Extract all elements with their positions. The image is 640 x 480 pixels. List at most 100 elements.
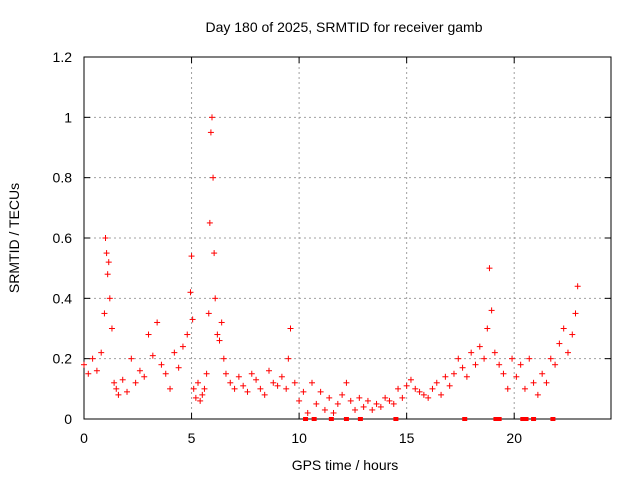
data-point	[231, 385, 238, 392]
data-point	[285, 355, 292, 362]
data-point	[206, 219, 213, 226]
data-point	[360, 403, 367, 410]
data-point	[93, 367, 100, 374]
data-point	[484, 325, 491, 332]
data-point	[488, 307, 495, 314]
data-point	[472, 361, 479, 368]
data-point	[108, 325, 115, 332]
data-point	[102, 235, 109, 241]
data-point	[386, 397, 393, 404]
data-point	[188, 253, 195, 260]
data-point	[187, 289, 194, 296]
data-point	[189, 316, 196, 323]
data-point	[481, 355, 488, 362]
data-point	[521, 385, 528, 392]
x-tick-label: 0	[80, 430, 88, 446]
data-point	[211, 250, 218, 257]
data-point	[438, 391, 445, 398]
data-point	[105, 259, 112, 266]
data-point	[184, 331, 191, 338]
data-point	[395, 385, 402, 392]
data-point	[352, 406, 359, 413]
data-point	[442, 373, 449, 380]
data-point	[101, 310, 108, 317]
x-tick-label: 15	[399, 430, 415, 446]
data-point	[560, 325, 567, 332]
data-point	[326, 394, 333, 401]
data-point	[119, 376, 126, 383]
data-point	[313, 400, 320, 407]
data-point	[103, 250, 110, 257]
data-point	[207, 129, 214, 136]
y-tick-label: 0.2	[53, 351, 73, 367]
data-point	[496, 361, 503, 368]
data-point	[412, 385, 419, 392]
data-point	[390, 400, 397, 407]
data-point	[205, 310, 212, 317]
data-point	[539, 370, 546, 377]
chart-title: Day 180 of 2025, SRMTID for receiver gam…	[205, 19, 482, 35]
y-tick-label: 0.6	[53, 230, 73, 246]
data-point	[158, 361, 165, 368]
data-point	[455, 355, 462, 362]
y-axis-label: SRMTID / TECUs	[6, 183, 22, 293]
data-point	[162, 370, 169, 377]
data-point	[218, 319, 225, 326]
data-point	[450, 370, 457, 377]
zero-value-marker	[550, 417, 556, 421]
data-point	[425, 394, 432, 401]
data-point	[369, 406, 376, 413]
data-point	[300, 388, 307, 395]
data-point	[113, 385, 120, 392]
data-point	[227, 379, 234, 386]
zero-value-marker	[520, 417, 526, 421]
data-point	[339, 391, 346, 398]
data-point	[136, 367, 143, 374]
zero-value-marker	[303, 417, 309, 421]
zero-value-marker	[523, 417, 529, 421]
data-point	[208, 114, 215, 121]
data-point	[195, 379, 202, 386]
data-point	[317, 388, 324, 395]
data-point	[240, 382, 247, 389]
data-point	[543, 379, 550, 386]
data-point	[278, 373, 285, 380]
data-point	[530, 379, 537, 386]
data-point	[382, 394, 389, 401]
data-point	[526, 355, 533, 362]
data-point	[81, 361, 87, 368]
data-point	[171, 349, 178, 356]
data-point	[513, 373, 520, 380]
data-point	[98, 349, 105, 356]
zero-value-marker	[328, 417, 334, 421]
data-point	[145, 331, 152, 338]
zero-value-marker	[462, 417, 468, 421]
data-point	[106, 295, 113, 302]
data-point	[154, 319, 161, 326]
data-point	[141, 373, 148, 380]
zero-value-marker	[531, 417, 537, 421]
data-point	[377, 403, 384, 410]
data-point	[270, 379, 277, 386]
y-tick-label: 0.8	[53, 170, 73, 186]
data-point	[433, 379, 440, 386]
zero-value-marker	[343, 417, 349, 421]
data-point	[111, 379, 118, 386]
data-point	[552, 361, 559, 368]
data-point	[343, 379, 350, 386]
data-point	[85, 370, 92, 377]
data-point	[175, 364, 182, 371]
zero-value-marker	[357, 417, 363, 421]
data-point	[192, 394, 199, 401]
data-point	[429, 385, 436, 392]
data-point	[235, 373, 242, 380]
data-point	[149, 352, 156, 359]
data-point	[476, 343, 483, 350]
data-point	[569, 331, 576, 338]
data-point	[220, 355, 227, 362]
zero-value-marker	[311, 417, 317, 421]
data-point	[115, 391, 122, 398]
data-point	[459, 364, 466, 371]
